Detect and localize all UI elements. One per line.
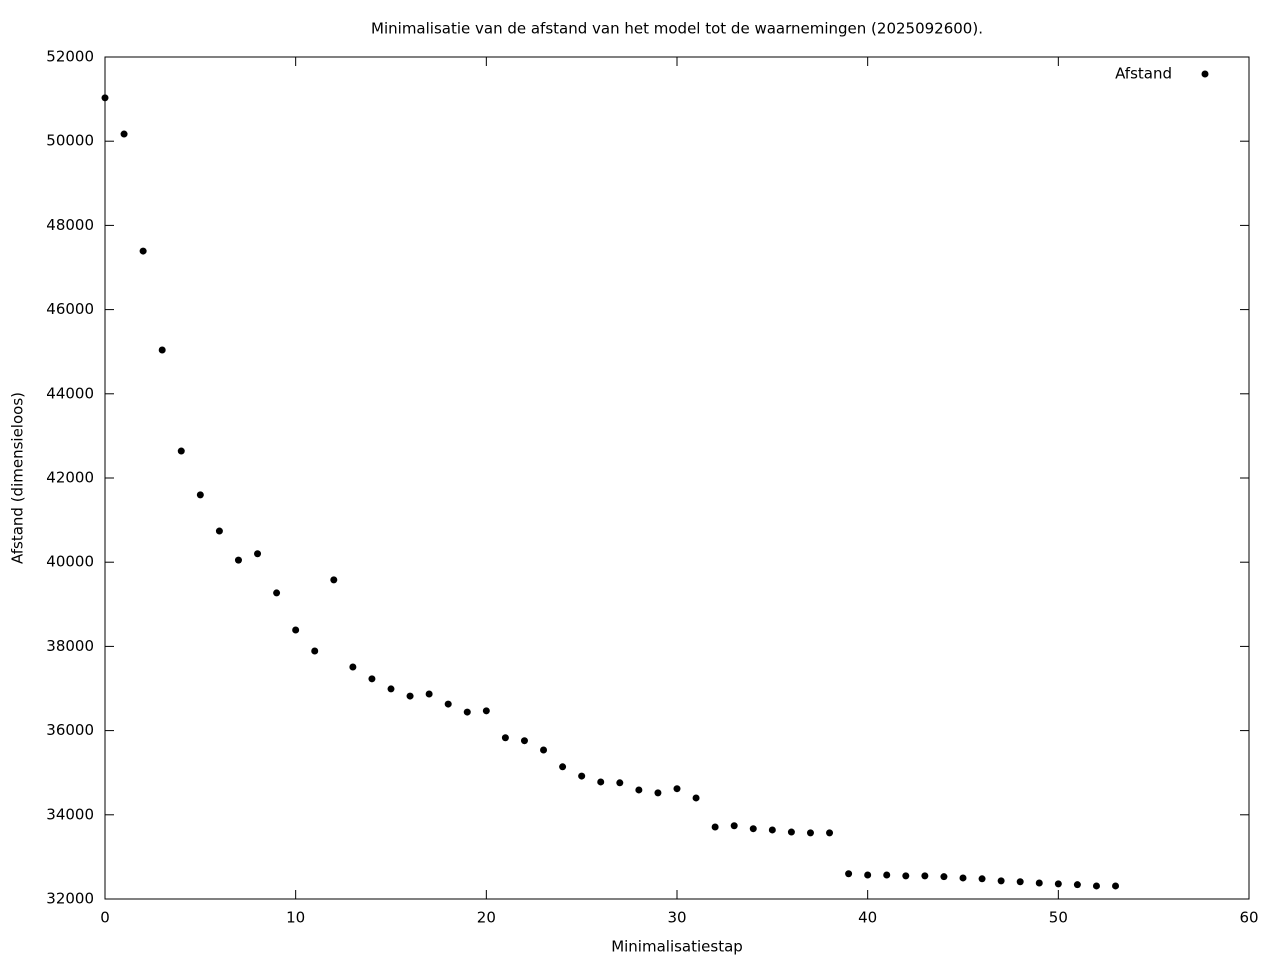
data-point	[578, 772, 586, 780]
data-point	[978, 875, 986, 883]
data-point	[559, 763, 567, 771]
data-point	[482, 707, 490, 715]
y-tick-label: 42000	[46, 469, 94, 487]
data-point	[806, 829, 814, 837]
data-point	[1092, 882, 1100, 890]
data-point	[826, 829, 834, 837]
y-tick-label: 50000	[46, 132, 94, 150]
data-point	[444, 700, 452, 708]
data-point	[292, 626, 300, 634]
data-point	[940, 873, 948, 881]
data-point	[234, 556, 242, 564]
data-point	[1112, 882, 1120, 890]
data-point	[635, 786, 643, 794]
y-tick-label: 44000	[46, 384, 94, 402]
data-point	[730, 822, 738, 830]
data-point	[787, 828, 795, 836]
data-point	[177, 447, 185, 455]
data-point	[254, 550, 262, 558]
y-tick-label: 32000	[46, 890, 94, 908]
data-point	[425, 690, 433, 698]
data-point	[768, 826, 776, 834]
chart-title: Minimalisatie van de afstand van het mod…	[371, 20, 983, 38]
data-point	[349, 663, 357, 671]
data-point	[1054, 880, 1062, 888]
data-point	[902, 872, 910, 880]
data-point	[997, 877, 1005, 885]
x-tick-label: 20	[477, 909, 496, 927]
data-point	[749, 825, 757, 833]
data-point	[921, 872, 929, 880]
x-axis-label: Minimalisatiestap	[611, 938, 743, 956]
x-tick-label: 0	[100, 909, 110, 927]
data-point	[501, 734, 509, 742]
x-tick-label: 60	[1239, 909, 1258, 927]
data-point	[1016, 878, 1024, 886]
legend-label: Afstand	[1115, 65, 1172, 83]
data-point	[597, 778, 605, 786]
data-point	[196, 491, 204, 499]
data-point	[120, 130, 128, 138]
y-tick-label: 46000	[46, 300, 94, 318]
x-tick-label: 10	[286, 909, 305, 927]
data-point	[845, 870, 853, 878]
data-point	[1073, 881, 1081, 889]
data-point	[540, 746, 548, 754]
data-point	[463, 708, 471, 716]
data-point	[520, 737, 528, 745]
data-point	[883, 871, 891, 879]
data-point	[139, 247, 147, 255]
data-point	[711, 823, 719, 831]
data-point	[311, 647, 319, 655]
data-point	[1035, 879, 1043, 887]
x-tick-label: 50	[1049, 909, 1068, 927]
data-point	[616, 779, 624, 787]
x-tick-label: 30	[667, 909, 686, 927]
legend-marker	[1201, 70, 1209, 78]
plot-frame	[104, 56, 1250, 900]
y-tick-label: 48000	[46, 216, 94, 234]
x-tick-label: 40	[858, 909, 877, 927]
data-point	[158, 346, 166, 354]
data-point	[387, 685, 395, 693]
data-point	[215, 527, 223, 535]
data-point	[406, 692, 414, 700]
data-point	[273, 589, 281, 597]
data-point	[330, 576, 338, 584]
data-point	[673, 785, 681, 793]
y-tick-label: 36000	[46, 721, 94, 739]
y-tick-label: 40000	[46, 553, 94, 571]
data-point	[864, 871, 872, 879]
data-point	[692, 794, 700, 802]
data-point	[368, 675, 376, 683]
y-tick-label: 38000	[46, 637, 94, 655]
y-axis-label: Afstand (dimensieloos)	[9, 392, 27, 564]
data-point	[654, 789, 662, 797]
data-point	[959, 874, 967, 882]
y-tick-label: 52000	[46, 48, 94, 66]
data-point	[101, 94, 109, 102]
y-tick-label: 34000	[46, 805, 94, 823]
